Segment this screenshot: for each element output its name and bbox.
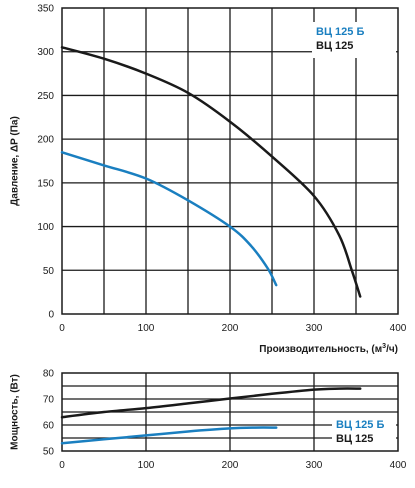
series-line <box>60 387 362 419</box>
pressure-y-axis-label: Давление, ΔP (Па) <box>10 116 21 206</box>
y-tick-label: 80 <box>43 369 55 380</box>
y-tick-label: 200 <box>37 135 54 146</box>
x-tick-label: 300 <box>306 460 323 471</box>
x-tick-label: 100 <box>138 460 155 471</box>
legend-entry: ВЦ 125 Б <box>316 26 364 38</box>
y-tick-label: 250 <box>37 91 54 102</box>
pressure-legend: ВЦ 125 Б ВЦ 125 <box>316 26 364 52</box>
y-tick-label: 0 <box>48 310 54 321</box>
x-tick-label: 200 <box>222 323 239 334</box>
x-tick-label: 400 <box>390 323 407 334</box>
x-tick-label: 200 <box>222 460 239 471</box>
x-tick-label: 0 <box>59 323 65 334</box>
power-series <box>60 387 362 445</box>
y-tick-label: 350 <box>37 4 54 15</box>
series-line <box>60 46 362 298</box>
pressure-x-ticks: 0 100 200 300 400 <box>59 323 407 334</box>
legend-entry: ВЦ 125 <box>336 433 373 445</box>
legend-entry: ВЦ 125 <box>316 40 353 52</box>
y-tick-label: 50 <box>43 266 55 277</box>
series-line <box>60 426 278 445</box>
y-tick-label: 50 <box>43 447 55 458</box>
power-legend-background <box>332 415 396 445</box>
pressure-series <box>60 46 362 298</box>
x-tick-label: 400 <box>390 460 407 471</box>
series-line <box>60 151 278 287</box>
x-tick-label: 300 <box>306 323 323 334</box>
y-tick-label: 300 <box>37 47 54 58</box>
pressure-x-axis-label: Производительность, (м3/ч) <box>259 343 398 355</box>
y-tick-label: 70 <box>43 395 55 406</box>
legend-entry: ВЦ 125 Б <box>336 419 384 431</box>
x-tick-label: 0 <box>59 460 65 471</box>
pressure-legend-background <box>312 22 396 58</box>
x-tick-label: 100 <box>138 323 155 334</box>
power-chart: 50 60 70 80 0 100 200 300 400 ВЦ 125 Б ВЦ 125 Мо… <box>10 369 407 472</box>
power-legend: ВЦ 125 Б ВЦ 125 <box>336 419 384 445</box>
pressure-y-ticks: 0 50 100 150 200 250 300 350 <box>37 4 54 321</box>
y-tick-label: 100 <box>37 222 54 233</box>
y-tick-label: 60 <box>43 421 55 432</box>
power-y-ticks: 50 60 70 80 <box>43 369 55 458</box>
pressure-chart: 0 50 100 150 200 250 300 350 0 100 200 300 400 ВЦ 1… <box>10 4 407 356</box>
pressure-chart-grid <box>62 8 398 314</box>
y-tick-label: 150 <box>37 178 54 189</box>
power-y-axis-label: Мощность, (Вт) <box>10 374 21 450</box>
power-x-ticks: 0 100 200 300 400 <box>59 460 407 471</box>
